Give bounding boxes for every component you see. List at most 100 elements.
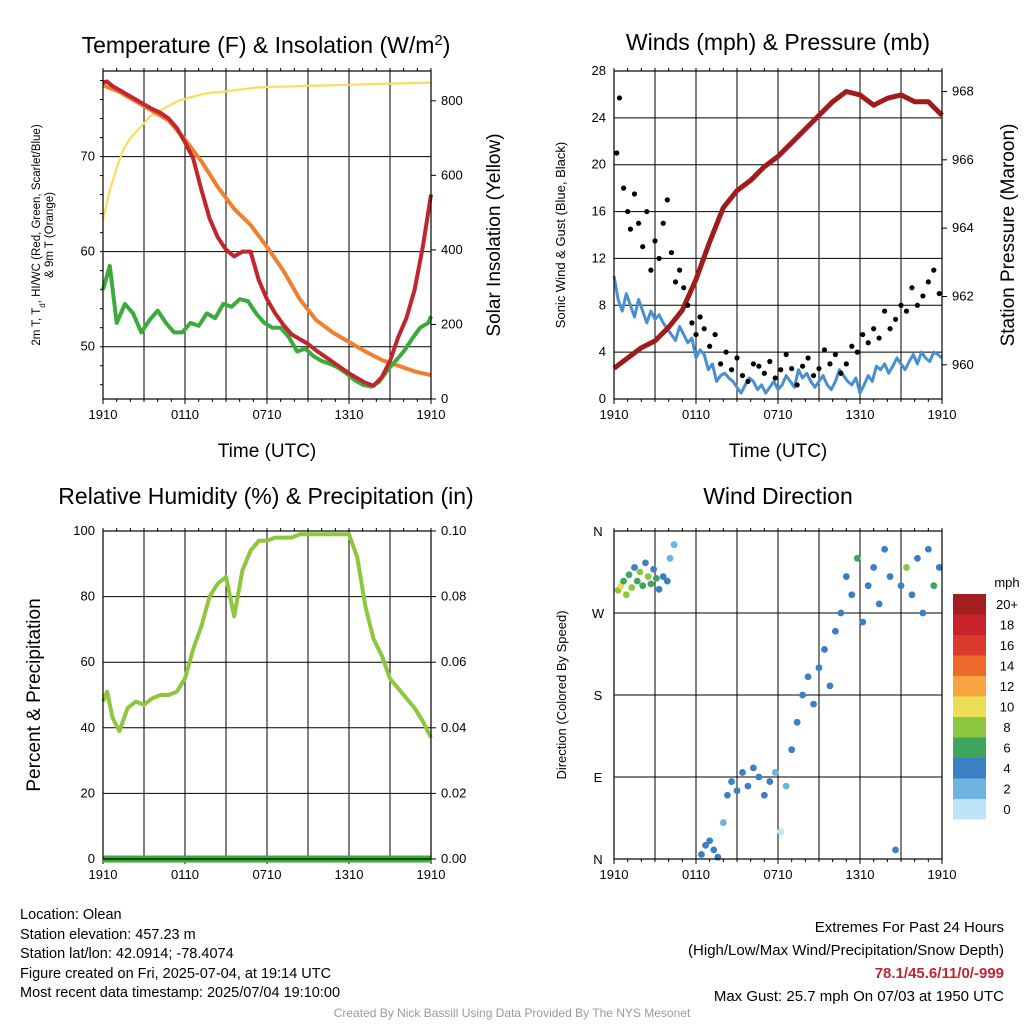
series-line-2m-t [102, 79, 433, 388]
gust-point [882, 308, 888, 314]
y-tick-label-left: S [594, 688, 603, 703]
y-tick-label-right: 0 [441, 391, 448, 406]
direction-point [914, 554, 921, 562]
gust-point [821, 347, 828, 353]
gust-point [810, 372, 817, 379]
y-axis-label-right: Solar Insolation (Yellow) [484, 133, 505, 336]
direction-point [837, 609, 845, 617]
y-axis-label-left: 2m T, Td, HI/WC (Red, Green, Scarlet/Blu… [31, 124, 56, 345]
label-part: 2m T, T [31, 308, 43, 346]
legend-label: 4 [1003, 761, 1010, 776]
x-tick-label: 1310 [335, 867, 364, 882]
gust-point [734, 355, 740, 361]
location-text: Location: Olean [20, 907, 122, 923]
series-line-rh [101, 532, 433, 739]
gust-point [648, 267, 654, 273]
direction-point [724, 791, 731, 799]
gust-point [756, 363, 762, 369]
direction-point [848, 591, 856, 599]
y-tick-label-right: 400 [441, 242, 463, 257]
y-tick-label-left: 60 [81, 244, 95, 259]
temperature-chart: 1910 0110 0710 1310 1910 50 60 70 0 200 400 600 800 T… [31, 68, 505, 462]
direction-point [859, 618, 867, 626]
direction-point [924, 545, 932, 553]
gust-point [664, 197, 670, 203]
x-tick-label: 1910 [928, 407, 957, 422]
x-tick-label: 1310 [846, 867, 875, 882]
gust-point [914, 302, 921, 308]
gust-point [767, 358, 773, 365]
direction-point [739, 769, 746, 776]
x-tick-label: 0710 [253, 407, 282, 422]
plot-border [102, 530, 432, 860]
series-line-solar [101, 81, 432, 221]
y-axis-label-line2: & 9m T (Orange) [44, 192, 56, 278]
gust-point [772, 375, 778, 381]
extremes-values: 78.1/45.6/11/0/-999 [874, 965, 1004, 982]
direction-point [642, 559, 649, 567]
y-tick-label-left: 28 [592, 63, 606, 78]
y-tick-label-left: 20 [81, 785, 95, 800]
y-axis-label-left: Direction (Colored By Speed) [554, 610, 569, 779]
gust-point [640, 244, 646, 250]
direction-point [744, 782, 752, 790]
x-tick-label: 1310 [846, 407, 875, 422]
gust-point [656, 255, 662, 262]
y-tick-label-left: 0 [599, 391, 606, 406]
direction-point [633, 577, 641, 585]
y-axis-label-right: Station Pressure (Maroon) [998, 124, 1019, 347]
gust-point [616, 95, 623, 101]
legend-swatch [953, 655, 986, 676]
x-tick-label: 1910 [417, 867, 446, 882]
legend-swatch [953, 594, 986, 615]
direction-point [625, 571, 633, 579]
x-tick-label: 0110 [171, 867, 199, 882]
extremes-info: Extremes For Past 24 Hours (High/Low/Max… [688, 916, 1004, 1008]
gust-point [636, 220, 642, 226]
gust-point [778, 367, 784, 373]
created-text: Figure created on Fri, 2025-07-04, at 19… [20, 965, 332, 982]
series-line-station-pressure [612, 89, 944, 371]
y-tick-label-right: 968 [952, 84, 974, 99]
gust-point [761, 370, 767, 376]
gust-point [800, 363, 806, 369]
temperature-panel-title: Temperature (F) & Insolation (W/m2) [82, 32, 451, 59]
y-tick-label-left: W [592, 606, 605, 621]
direction-point [652, 574, 660, 582]
legend-label: 8 [1003, 720, 1010, 735]
y-tick-label-left: 60 [81, 654, 95, 669]
gust-point [860, 331, 866, 338]
gust-point [614, 150, 620, 156]
gust-point [909, 285, 915, 291]
legend-label: 18 [1000, 618, 1014, 633]
credit-text: Created By Nick Bassill Using Data Provi… [333, 1006, 691, 1020]
gust-point [887, 326, 893, 332]
x-axis-label: Time (UTC) [729, 441, 828, 462]
gust-point [693, 331, 699, 338]
direction-point [832, 627, 839, 635]
gust-point [627, 226, 634, 232]
gust-point [668, 249, 675, 256]
direction-point [620, 577, 627, 585]
gust-point [701, 326, 707, 332]
direction-point [892, 846, 899, 854]
x-tick-label: 1910 [89, 407, 118, 422]
y-tick-label-left: 0 [88, 851, 95, 866]
gust-point [903, 308, 910, 314]
gust-point [677, 267, 683, 273]
direction-point [799, 691, 806, 699]
gust-point [783, 351, 789, 358]
elevation-text: Station elevation: 457.23 m [20, 926, 196, 943]
direction-point [810, 700, 817, 708]
label-part: , HI/WC (Red, Green, Scarlet/Blue) [31, 124, 43, 303]
direction-point [777, 828, 785, 836]
direction-point [821, 646, 828, 653]
gust-point [849, 343, 855, 349]
gust-point [838, 370, 844, 376]
label-part: d [38, 303, 47, 307]
x-tick-label: 1910 [600, 867, 629, 882]
legend-label: 0 [1003, 802, 1010, 817]
direction-point [750, 764, 757, 772]
direction-point [647, 580, 655, 588]
